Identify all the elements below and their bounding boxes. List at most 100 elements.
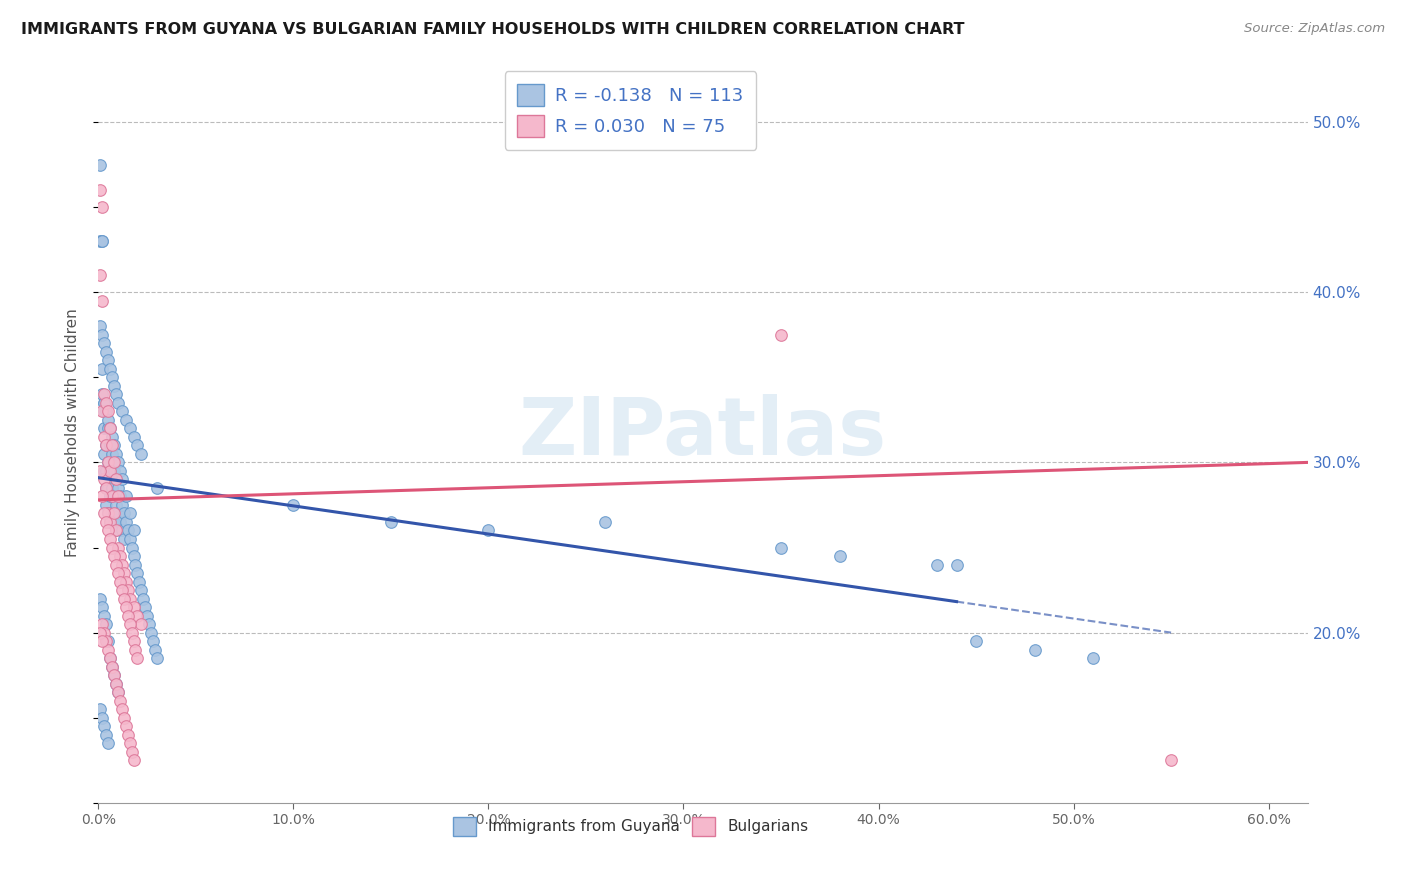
Point [114,719,136,733]
Point [91,490,114,504]
Point [103,464,125,478]
Point [97,507,120,521]
Point [93,421,115,435]
Point [104,498,127,512]
Point [89,625,111,640]
Point [104,558,127,572]
Point [127,651,149,665]
Point [97,642,120,657]
Point [111,582,134,597]
Point [108,694,131,708]
Point [107,455,129,469]
Point [93,719,115,733]
Point [103,668,125,682]
Point [103,668,125,682]
Point [108,515,131,529]
Point [93,625,115,640]
Point [104,387,127,401]
Point [103,438,125,452]
Point [108,549,131,563]
Point [97,634,120,648]
Point [107,490,129,504]
Point [89,464,111,478]
Point [97,421,120,435]
Point [98,651,121,665]
Y-axis label: Family Households with Children: Family Households with Children [65,309,80,557]
Point [91,293,114,308]
Point [96,515,118,529]
Point [89,157,111,171]
Point [98,490,121,504]
Point [98,438,121,452]
Point [122,753,145,767]
Point [104,524,127,538]
Point [97,455,120,469]
Point [128,574,150,589]
Point [107,507,129,521]
Point [103,507,125,521]
Point [117,728,139,742]
Point [118,532,141,546]
Point [117,582,139,597]
Point [142,634,165,648]
Point [118,617,141,632]
Point [96,481,118,495]
Point [121,541,143,555]
Point [1024,642,1046,657]
Point [98,515,121,529]
Point [98,464,121,478]
Point [283,498,305,512]
Point [139,625,162,640]
Point [114,413,136,427]
Point [96,396,118,410]
Point [127,608,149,623]
Point [98,421,121,435]
Point [107,541,129,555]
Point [101,438,124,452]
Point [91,404,114,418]
Point [131,582,153,597]
Point [91,234,114,248]
Point [91,361,114,376]
Point [93,507,115,521]
Point [143,642,166,657]
Point [124,558,146,572]
Point [122,430,145,444]
Point [96,404,118,418]
Point [127,438,149,452]
Point [769,327,792,342]
Text: Source: ZipAtlas.com: Source: ZipAtlas.com [1244,22,1385,36]
Point [112,532,135,546]
Point [97,404,120,418]
Point [114,515,136,529]
Point [114,600,136,615]
Point [112,507,135,521]
Point [111,498,134,512]
Point [101,659,124,673]
Point [118,736,141,750]
Point [108,574,131,589]
Point [107,685,129,699]
Point [98,421,121,435]
Point [97,736,120,750]
Point [107,481,129,495]
Point [124,642,146,657]
Point [828,549,851,563]
Point [111,404,134,418]
Point [97,507,120,521]
Point [93,336,115,351]
Point [103,379,125,393]
Point [91,200,114,214]
Point [118,507,141,521]
Point [112,591,135,606]
Point [104,676,127,690]
Point [112,711,135,725]
Point [131,617,153,632]
Point [93,404,115,418]
Point [93,396,115,410]
Point [117,524,139,538]
Text: ZIPatlas: ZIPatlas [519,393,887,472]
Point [97,413,120,427]
Point [97,524,120,538]
Point [93,396,115,410]
